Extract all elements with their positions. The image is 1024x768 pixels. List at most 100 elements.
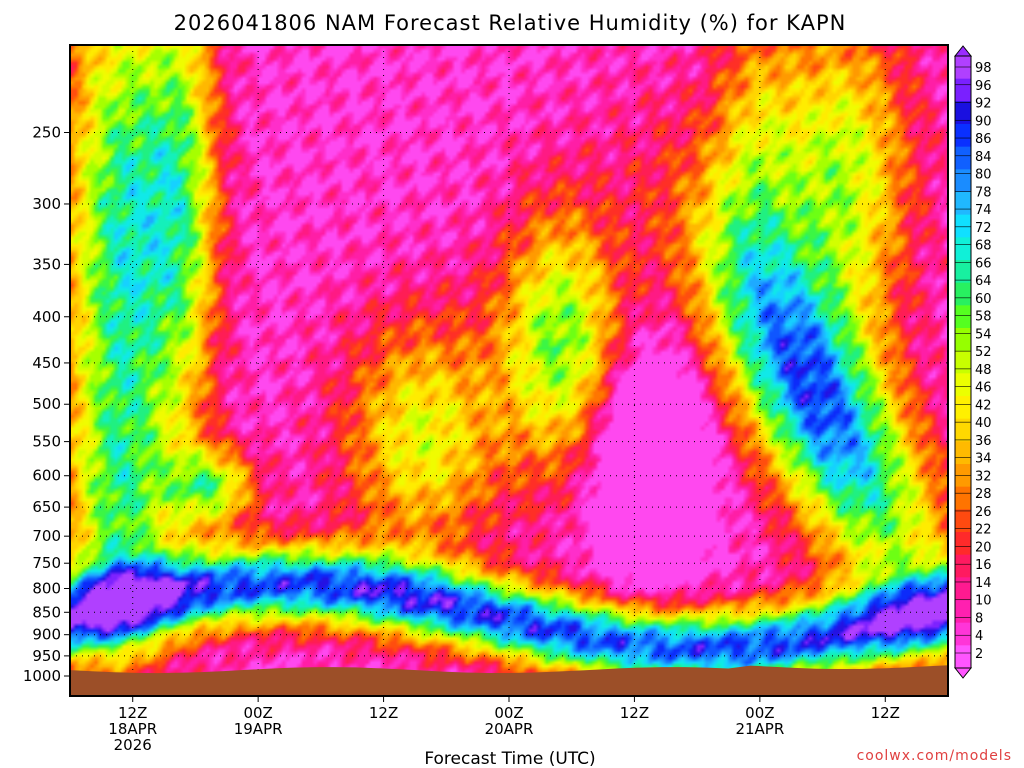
colorbar-label: 96: [975, 79, 992, 94]
colorbar: 9896929086848078747268666460585452484642…: [953, 45, 992, 679]
plot-area: [70, 45, 948, 696]
colorbar-swatch: [955, 305, 971, 329]
colorbar-label: 48: [975, 363, 992, 378]
colorbar-swatch: [955, 441, 971, 465]
colorbar-label: 64: [975, 274, 992, 289]
colorbar-label: 90: [975, 114, 992, 129]
colorbar-label: 40: [975, 416, 992, 431]
colorbar-arrow-bottom: [953, 667, 973, 679]
colorbar-label: 66: [975, 256, 992, 271]
x-tick-label: 20APR: [485, 720, 534, 738]
colorbar-swatch: [955, 373, 971, 397]
colorbar-swatch: [955, 509, 971, 533]
x-tick-label: 12Z: [118, 704, 147, 722]
x-tick-label: 00Z: [494, 704, 523, 722]
chart-title: 2026041806 NAM Forecast Relative Humidit…: [174, 11, 847, 35]
y-tick-label: 450: [32, 354, 61, 372]
x-tick-label: 12Z: [620, 704, 649, 722]
colorbar-swatch: [955, 146, 971, 170]
colorbar-swatch: [955, 328, 971, 352]
colorbar-arrow-top: [953, 45, 973, 57]
x-tick-label: 00Z: [243, 704, 272, 722]
y-tick-label: 700: [32, 527, 61, 545]
colorbar-swatch: [955, 260, 971, 284]
y-tick-label: 850: [32, 603, 61, 621]
colorbar-label: 92: [975, 97, 992, 112]
colorbar-label: 74: [975, 203, 992, 218]
colorbar-label: 58: [975, 310, 992, 325]
colorbar-label: 16: [975, 558, 992, 573]
colorbar-label: 10: [975, 594, 992, 609]
y-tick-label: 500: [32, 395, 61, 413]
colorbar-label: 36: [975, 434, 992, 449]
colorbar-label: 4: [975, 629, 983, 644]
y-tick-label: 350: [32, 255, 61, 273]
x-tick-label: 21APR: [735, 720, 784, 738]
colorbar-swatch: [955, 192, 971, 216]
colorbar-label: 22: [975, 523, 992, 538]
colorbar-label: 86: [975, 132, 992, 147]
y-tick-label: 650: [32, 498, 61, 516]
colorbar-swatch: [955, 622, 971, 646]
colorbar-label: 20: [975, 540, 992, 555]
ground-fill: [70, 665, 948, 696]
y-tick-label: 600: [32, 467, 61, 485]
x-tick-label: 2026: [114, 736, 152, 754]
colorbar-swatch: [955, 645, 971, 669]
y-tick-label: 300: [32, 195, 61, 213]
colorbar-label: 78: [975, 185, 992, 200]
colorbar-label: 26: [975, 505, 992, 520]
colorbar-label: 42: [975, 398, 992, 413]
y-tick-label: 250: [32, 123, 61, 141]
colorbar-label: 28: [975, 487, 992, 502]
x-tick-label: 00Z: [745, 704, 774, 722]
colorbar-swatch: [955, 486, 971, 510]
y-tick-label: 900: [32, 626, 61, 644]
x-axis-label: Forecast Time (UTC): [424, 749, 595, 768]
rh-heatmap: [70, 45, 948, 696]
credit-label: coolwx.com/models: [857, 748, 1012, 764]
y-tick-label: 550: [32, 433, 61, 451]
colorbar-label: 8: [975, 611, 983, 626]
x-tick-label: 12Z: [871, 704, 900, 722]
colorbar-label: 68: [975, 239, 992, 254]
colorbar-label: 80: [975, 168, 992, 183]
y-tick-label: 800: [32, 580, 61, 598]
colorbar-label: 60: [975, 292, 992, 307]
colorbar-swatch: [955, 78, 971, 102]
colorbar-label: 14: [975, 576, 992, 591]
colorbar-label: 52: [975, 345, 992, 360]
x-tick-label: 12Z: [369, 704, 398, 722]
colorbar-label: 72: [975, 221, 992, 236]
colorbar-label: 46: [975, 381, 992, 396]
colorbar-swatch: [955, 237, 971, 261]
x-tick-label: 19APR: [234, 720, 283, 738]
colorbar-swatch: [955, 214, 971, 238]
colorbar-label: 98: [975, 61, 992, 76]
y-tick-label: 1000: [23, 667, 61, 685]
colorbar-swatch: [955, 600, 971, 624]
colorbar-swatch: [955, 418, 971, 442]
colorbar-label: 84: [975, 150, 992, 165]
y-tick-label: 750: [32, 554, 61, 572]
colorbar-swatch: [955, 554, 971, 578]
colorbar-swatch: [955, 124, 971, 148]
colorbar-swatch: [955, 532, 971, 556]
colorbar-swatch: [955, 282, 971, 306]
colorbar-label: 34: [975, 452, 992, 467]
colorbar-swatch: [955, 396, 971, 420]
colorbar-label: 2: [975, 647, 983, 662]
colorbar-swatch: [955, 577, 971, 601]
y-tick-label: 400: [32, 308, 61, 326]
colorbar-swatch: [955, 56, 971, 80]
colorbar-swatch: [955, 169, 971, 193]
colorbar-swatch: [955, 101, 971, 125]
y-tick-label: 950: [32, 647, 61, 665]
colorbar-label: 54: [975, 327, 992, 342]
colorbar-label: 32: [975, 469, 992, 484]
colorbar-swatch: [955, 350, 971, 374]
y-axis: 250 300 350 400 450 500 550 600 650 700 750 800 850 9…: [23, 123, 70, 685]
x-tick-label: 18APR: [108, 720, 157, 738]
